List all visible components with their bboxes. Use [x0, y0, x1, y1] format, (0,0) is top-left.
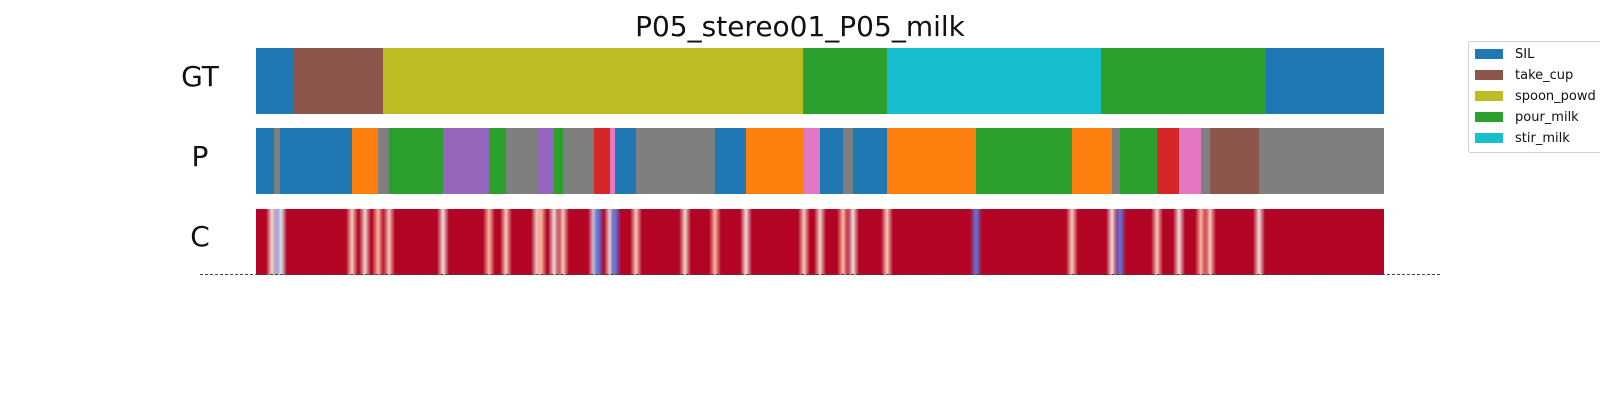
segment-SIL — [256, 48, 294, 114]
confidence-stripe — [608, 209, 621, 275]
segment-SIL — [715, 128, 746, 194]
legend-label: pour_milk — [1515, 109, 1579, 125]
confidence-stripe — [739, 209, 752, 275]
segment-pour-milk — [1100, 48, 1266, 114]
segment-other-red — [594, 128, 611, 194]
legend-swatch — [1475, 49, 1503, 59]
confidence-stripe — [1252, 209, 1265, 275]
segment-pour-milk — [553, 128, 563, 194]
segment-take-cup — [293, 48, 384, 114]
confidence-stripe — [798, 209, 811, 275]
legend-swatch — [1475, 70, 1503, 80]
confidence-stripe — [1065, 209, 1078, 275]
row-label-c: C — [190, 220, 210, 253]
segment-other-purple — [536, 128, 554, 194]
legend-item-take-cup: take_cup — [1475, 66, 1573, 84]
confidence-stripe — [359, 209, 372, 275]
segment-SIL — [279, 128, 352, 194]
segment-pour-milk — [803, 48, 887, 114]
segment-spoon-powd — [383, 48, 804, 114]
segment-other-orange — [745, 128, 805, 194]
confidence-stripe — [274, 209, 287, 275]
legend-item-sil: SIL — [1475, 45, 1534, 63]
confidence-stripe — [1172, 209, 1185, 275]
segment-other-orange — [351, 128, 378, 194]
confidence-stripe — [371, 209, 384, 275]
segment-other-gray — [506, 128, 537, 194]
segment-other-orange — [886, 128, 976, 194]
legend-swatch — [1475, 133, 1503, 143]
legend-label: stir_milk — [1515, 130, 1570, 146]
confidence-stripe — [383, 209, 396, 275]
segment-other-pink — [804, 128, 820, 194]
confidence-track — [256, 209, 1384, 275]
segment-pour-milk — [389, 128, 444, 194]
baseline-dashed-line — [200, 274, 1440, 275]
confidence-stripe — [591, 209, 604, 275]
segment-other-pink — [610, 128, 615, 194]
confidence-stripe — [500, 209, 513, 275]
confidence-stripe — [547, 209, 560, 275]
segment-pour-milk — [489, 128, 507, 194]
segment-other-gray — [377, 128, 390, 194]
confidence-stripe — [836, 209, 849, 275]
segment-other-gray — [562, 128, 595, 194]
confidence-stripe — [1151, 209, 1164, 275]
segment-other-red — [1157, 128, 1179, 194]
confidence-stripe — [709, 209, 722, 275]
legend-item-pour-milk: pour_milk — [1475, 108, 1579, 126]
confidence-stripe — [1204, 209, 1217, 275]
segment-stir-milk — [886, 48, 1101, 114]
legend-label: SIL — [1515, 46, 1535, 62]
segment-other-gray — [1201, 128, 1211, 194]
legend-label: take_cup — [1515, 67, 1574, 83]
legend: SIL take_cup spoon_powd pour_milk stir_m… — [1468, 41, 1600, 153]
confidence-stripe — [535, 209, 548, 275]
segment-other-gray — [274, 128, 280, 194]
legend-swatch — [1475, 91, 1503, 101]
segment-other-gray — [842, 128, 853, 194]
segment-take-cup — [1210, 128, 1259, 194]
segment-pour-milk — [975, 128, 1072, 194]
segment-other-gray — [1112, 128, 1121, 194]
prediction-track — [256, 128, 1384, 194]
confidence-stripe — [814, 209, 826, 275]
confidence-stripe — [630, 209, 643, 275]
segment-other-orange — [1071, 128, 1113, 194]
segment-SIL — [820, 128, 843, 194]
segment-SIL — [256, 128, 275, 194]
chart-title: P05_stereo01_P05_milk — [635, 10, 965, 43]
row-label-p: P — [191, 140, 209, 173]
confidence-stripe — [483, 209, 496, 275]
legend-label: spoon_powd — [1515, 88, 1596, 104]
segment-other-purple — [443, 128, 490, 194]
segment-other-pink — [1178, 128, 1202, 194]
confidence-stripe — [846, 209, 859, 275]
confidence-stripe — [1195, 209, 1208, 275]
segment-SIL — [1265, 48, 1384, 114]
confidence-stripe — [1114, 209, 1127, 275]
confidence-stripe — [678, 209, 691, 275]
legend-swatch — [1475, 112, 1503, 122]
segment-pour-milk — [1120, 128, 1158, 194]
confidence-stripe — [345, 209, 358, 275]
row-label-gt: GT — [181, 60, 219, 93]
segment-other-gray — [636, 128, 716, 194]
segment-SIL — [614, 128, 637, 194]
legend-item-spoon-powd: spoon_powd — [1475, 87, 1596, 105]
confidence-stripe — [437, 209, 450, 275]
confidence-stripe — [969, 209, 982, 275]
segment-SIL — [852, 128, 887, 194]
confidence-stripe — [880, 209, 893, 275]
ground-truth-track — [256, 48, 1384, 114]
confidence-stripe — [556, 209, 569, 275]
legend-item-stir-milk: stir_milk — [1475, 129, 1570, 147]
segment-other-gray — [1258, 128, 1384, 194]
